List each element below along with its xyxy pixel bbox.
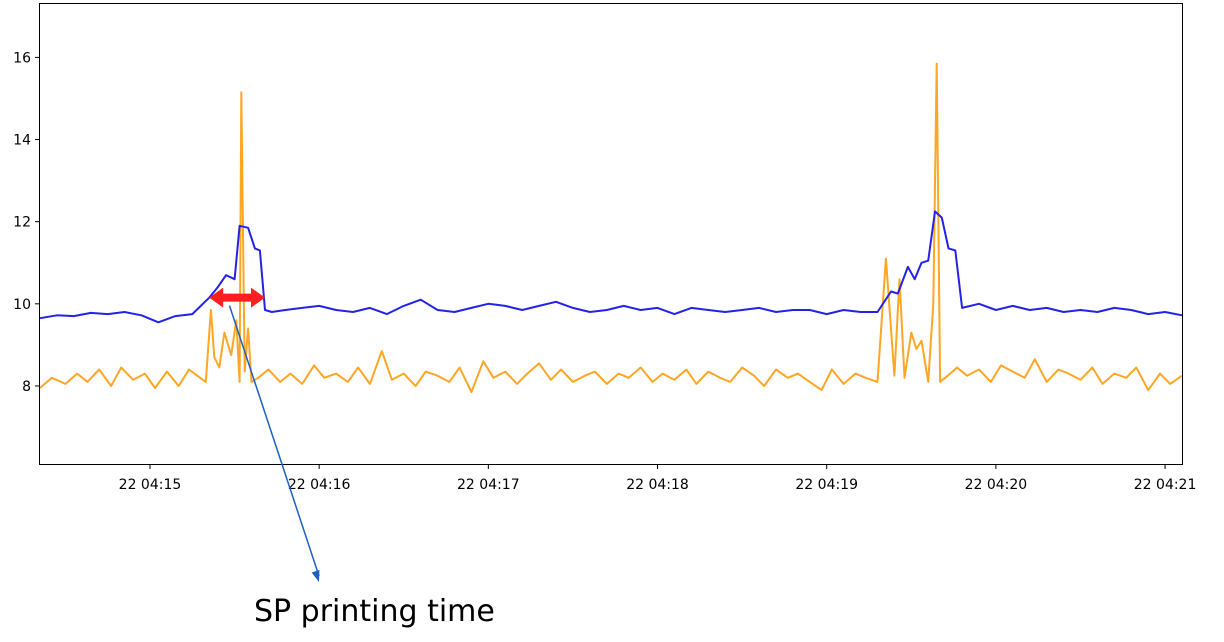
- x-tick-label-1: 22 04:16: [288, 477, 351, 493]
- plot-frame: [39, 3, 1183, 465]
- printing-time-range-arrow: [209, 287, 266, 308]
- x-tick-label-3: 22 04:18: [626, 477, 689, 493]
- series-layer: [39, 62, 1183, 394]
- x-tick-label-6: 22 04:21: [1134, 477, 1197, 493]
- y-tick-label-0: 8: [22, 379, 31, 395]
- pointer-arrow-line: [228, 305, 320, 577]
- x-tick-label-5: 22 04:20: [965, 477, 1028, 493]
- pointer-arrow-head: [311, 570, 320, 582]
- series-line-1: [39, 62, 1183, 394]
- y-tick-label-2: 12: [13, 215, 31, 231]
- annotation-layer: SP printing time: [209, 287, 495, 629]
- axes-layer: 22 04:15 22 04:16 22 04:17 22 04:18 22 04:19…: [13, 50, 1196, 493]
- x-tick-label-0: 22 04:15: [119, 477, 182, 493]
- x-tick-label-2: 22 04:17: [457, 477, 520, 493]
- series-line-0: [39, 210, 1183, 324]
- y-tick-label-4: 16: [13, 50, 31, 66]
- x-tick-label-4: 22 04:19: [795, 477, 858, 493]
- annotation-label: SP printing time: [254, 594, 495, 629]
- y-tick-label-3: 14: [13, 133, 31, 149]
- y-tick-label-1: 10: [13, 297, 31, 313]
